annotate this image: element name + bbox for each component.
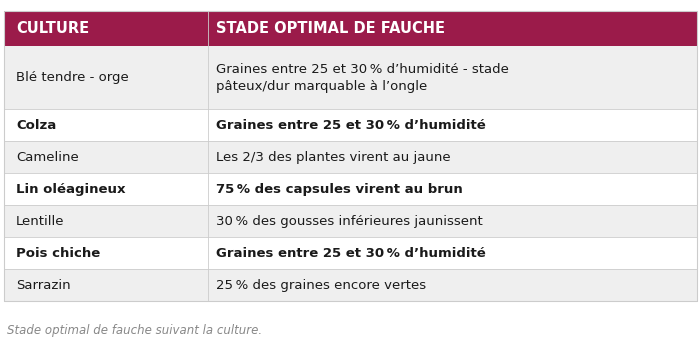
Text: Lin oléagineux: Lin oléagineux: [16, 183, 125, 196]
Bar: [4, 10, 696, 301]
Text: Graines entre 25 et 30 % d’humidité: Graines entre 25 et 30 % d’humidité: [216, 247, 486, 260]
Text: Cameline: Cameline: [16, 151, 79, 164]
Bar: [4, 141, 696, 173]
Bar: [4, 269, 696, 301]
Bar: [4, 205, 696, 237]
Text: Sarrazin: Sarrazin: [16, 279, 71, 292]
Text: Les 2/3 des plantes virent au jaune: Les 2/3 des plantes virent au jaune: [216, 151, 451, 164]
Text: Lentille: Lentille: [16, 215, 64, 228]
Text: Graines entre 25 et 30 % d’humidité: Graines entre 25 et 30 % d’humidité: [216, 119, 486, 132]
Text: 25 % des graines encore vertes: 25 % des graines encore vertes: [216, 279, 426, 292]
Bar: [4, 10, 696, 46]
Text: CULTURE: CULTURE: [16, 21, 89, 36]
Text: Colza: Colza: [16, 119, 56, 132]
Text: Blé tendre - orge: Blé tendre - orge: [16, 71, 129, 84]
Bar: [4, 237, 696, 269]
Bar: [4, 46, 696, 110]
Bar: [4, 173, 696, 205]
Text: Pois chiche: Pois chiche: [16, 247, 100, 260]
Text: Stade optimal de fauche suivant la culture.: Stade optimal de fauche suivant la cultu…: [7, 324, 262, 337]
Text: 30 % des gousses inférieures jaunissent: 30 % des gousses inférieures jaunissent: [216, 215, 483, 228]
Text: STADE OPTIMAL DE FAUCHE: STADE OPTIMAL DE FAUCHE: [216, 21, 445, 36]
Text: 75 % des capsules virent au brun: 75 % des capsules virent au brun: [216, 183, 463, 196]
Text: Graines entre 25 et 30 % d’humidité - stade
pâteux/dur marquable à l’ongle: Graines entre 25 et 30 % d’humidité - st…: [216, 63, 509, 92]
Bar: [4, 110, 696, 141]
